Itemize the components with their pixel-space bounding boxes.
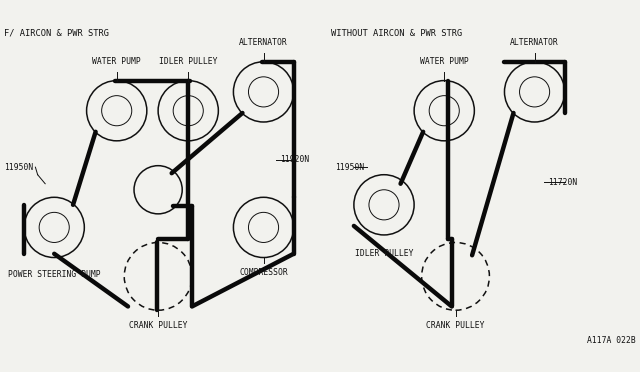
Text: IDLER PULLEY: IDLER PULLEY [159, 57, 218, 66]
Text: 11920N: 11920N [280, 155, 309, 164]
Text: WATER PUMP: WATER PUMP [420, 57, 468, 66]
Text: WATER PUMP: WATER PUMP [92, 57, 141, 66]
Text: 11950N: 11950N [4, 163, 33, 171]
Text: WITHOUT AIRCON & PWR STRG: WITHOUT AIRCON & PWR STRG [332, 29, 463, 38]
Text: IDLER PULLEY: IDLER PULLEY [355, 249, 413, 258]
Text: CRANK PULLEY: CRANK PULLEY [426, 321, 484, 330]
Text: ALTERNATOR: ALTERNATOR [239, 38, 288, 48]
Text: CRANK PULLEY: CRANK PULLEY [129, 321, 188, 330]
Text: ALTERNATOR: ALTERNATOR [510, 38, 559, 48]
Text: F/ AIRCON & PWR STRG: F/ AIRCON & PWR STRG [4, 29, 109, 38]
Text: POWER STEERING PUMP: POWER STEERING PUMP [8, 270, 100, 279]
Text: A117A 022B: A117A 022B [588, 336, 636, 345]
Text: 11720N: 11720N [548, 178, 577, 187]
Text: 11950N: 11950N [335, 163, 364, 171]
Text: COMPRESSOR: COMPRESSOR [239, 268, 288, 277]
